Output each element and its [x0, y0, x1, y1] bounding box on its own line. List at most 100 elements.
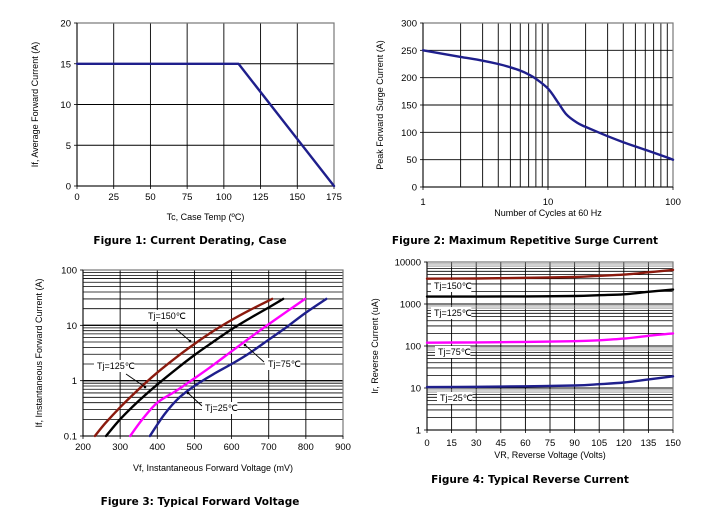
- series-line: [425, 332, 675, 344]
- x-tick-label: 105: [591, 438, 607, 449]
- x-tick-label: 30: [471, 438, 482, 449]
- y-axis-label: Peak Forward Surge Current (A): [375, 40, 385, 170]
- figure-caption: Figure 2: Maximum Repetitive Surge Curre…: [392, 235, 658, 247]
- y-tick-label: 5: [66, 141, 71, 152]
- y-tick-label: 10: [410, 384, 421, 395]
- y-tick-label: 250: [401, 46, 417, 57]
- y-tick-label: 10: [66, 321, 77, 332]
- annotation-box: [202, 402, 238, 414]
- annotation-arrowhead: [143, 385, 147, 389]
- series-annotation: Tj=125℃: [431, 307, 472, 319]
- series-line: [425, 288, 675, 298]
- x-tick-label: 50: [145, 192, 156, 203]
- x-axis-label: Number of Cycles at 60 Hz: [494, 208, 602, 218]
- x-tick-label: 75: [545, 438, 556, 449]
- x-tick-label: 600: [224, 442, 240, 453]
- annotation-label: Tj=125℃: [434, 308, 472, 318]
- x-tick-label: 25: [108, 192, 119, 203]
- annotation-arrow: [244, 344, 265, 363]
- x-tick-label: 900: [335, 442, 351, 453]
- series-annotation: Tj=25℃: [437, 392, 473, 404]
- y-tick-label: 0: [66, 182, 71, 193]
- x-tick-label: 15: [446, 438, 457, 449]
- gridlines: [82, 269, 344, 437]
- y-tick-label: 1000: [400, 300, 421, 311]
- y-tick-label: 10000: [395, 258, 421, 269]
- annotation-label: Tj=75℃: [268, 359, 301, 369]
- chart-fig3: 200 300 400 500 600 700 800 900 0.1 1 10 100 Vf, Ins…: [34, 266, 351, 509]
- series-line: [148, 297, 328, 438]
- annotation-box: [437, 392, 473, 404]
- x-tick-label: 150: [665, 438, 681, 449]
- x-axis-label: Vf, Instantaneous Forward Voltage (mV): [133, 463, 293, 473]
- annotation-label: Tj=25℃: [440, 393, 473, 403]
- figure-caption: Figure 3: Typical Forward Voltage: [101, 496, 300, 508]
- x-tick-label: 100: [665, 197, 681, 208]
- x-tick-label: 45: [496, 438, 507, 449]
- annotation-arrow: [187, 392, 203, 407]
- x-tick-label: 0: [424, 438, 429, 449]
- series-line: [425, 375, 675, 389]
- series-annotation: Tj=25℃: [186, 391, 238, 414]
- y-tick-label: 300: [401, 19, 417, 30]
- y-tick-label: 0.1: [64, 432, 77, 443]
- x-tick-label: 135: [640, 438, 656, 449]
- annotation-box: [94, 360, 135, 372]
- annotation-box: [431, 307, 472, 319]
- x-tick-label: 125: [253, 192, 269, 203]
- figure-caption: Figure 4: Typical Reverse Current: [431, 474, 629, 486]
- annotation-arrowhead: [188, 339, 192, 343]
- x-tick-label: 120: [616, 438, 632, 449]
- series-line: [93, 297, 274, 438]
- series-line: [425, 268, 675, 280]
- y-axis-label: Ir, Reverse Current (uA): [370, 298, 380, 394]
- x-tick-label: 500: [186, 442, 202, 453]
- y-tick-label: 100: [61, 266, 77, 277]
- y-tick-label: 100: [405, 342, 421, 353]
- x-tick-label: 100: [216, 192, 232, 203]
- y-tick-label: 1: [72, 376, 77, 387]
- y-tick-label: 100: [401, 128, 417, 139]
- gridlines: [422, 22, 674, 188]
- annotation-label: Tj=75℃: [438, 347, 471, 357]
- x-tick-label: 75: [182, 192, 193, 203]
- annotation-label: Tj=25℃: [205, 403, 238, 413]
- y-axis-label: If, Instantaneous Forward Current (A): [34, 278, 44, 427]
- x-tick-label: 200: [75, 442, 91, 453]
- series-annotation: Tj=150℃: [145, 310, 192, 343]
- gridlines: [76, 22, 335, 187]
- x-tick-label: 90: [569, 438, 580, 449]
- x-tick-label: 175: [326, 192, 342, 203]
- annotation-box: [435, 346, 471, 358]
- annotation-arrowhead: [243, 343, 247, 347]
- series-line: [104, 297, 285, 438]
- y-tick-label: 0: [412, 183, 417, 194]
- x-tick-label: 0: [74, 192, 79, 203]
- series-line: [75, 62, 336, 188]
- series-annotation: Tj=125℃: [94, 360, 147, 389]
- series-annotation: Tj=75℃: [435, 346, 471, 358]
- annotation-box: [431, 280, 472, 292]
- y-tick-label: 20: [60, 19, 71, 30]
- annotation-label: Tj=125℃: [97, 361, 135, 371]
- series-annotation: Tj=75℃: [243, 343, 301, 370]
- y-tick-label: 1: [416, 426, 421, 437]
- annotation-label: Tj=150℃: [434, 281, 472, 291]
- figure-caption: Figure 1: Current Derating, Case: [93, 235, 286, 247]
- annotation-box: [145, 310, 186, 322]
- annotation-label: Tj=150℃: [148, 311, 186, 321]
- y-tick-label: 50: [406, 155, 417, 166]
- series-line: [421, 49, 675, 161]
- y-axis-label: If, Average Forward Current (A): [30, 42, 40, 167]
- series-line: [129, 297, 307, 438]
- y-tick-label: 200: [401, 73, 417, 84]
- x-axis-label: Tc, Case Temp (ºC): [167, 212, 245, 222]
- series-annotation: Tj=150℃: [431, 280, 472, 292]
- x-tick-label: 700: [261, 442, 277, 453]
- x-tick-label: 300: [112, 442, 128, 453]
- x-tick-label: 60: [520, 438, 531, 449]
- chart-fig1: 0 25 50 75 100 125 150 175 0 5 10 15 20 Tc, Case Temp…: [30, 19, 342, 248]
- y-tick-label: 150: [401, 101, 417, 112]
- chart-fig4: 0 15 30 45 60 75 90 105 120 135 150 1 10 100 1000 10000…: [370, 258, 681, 487]
